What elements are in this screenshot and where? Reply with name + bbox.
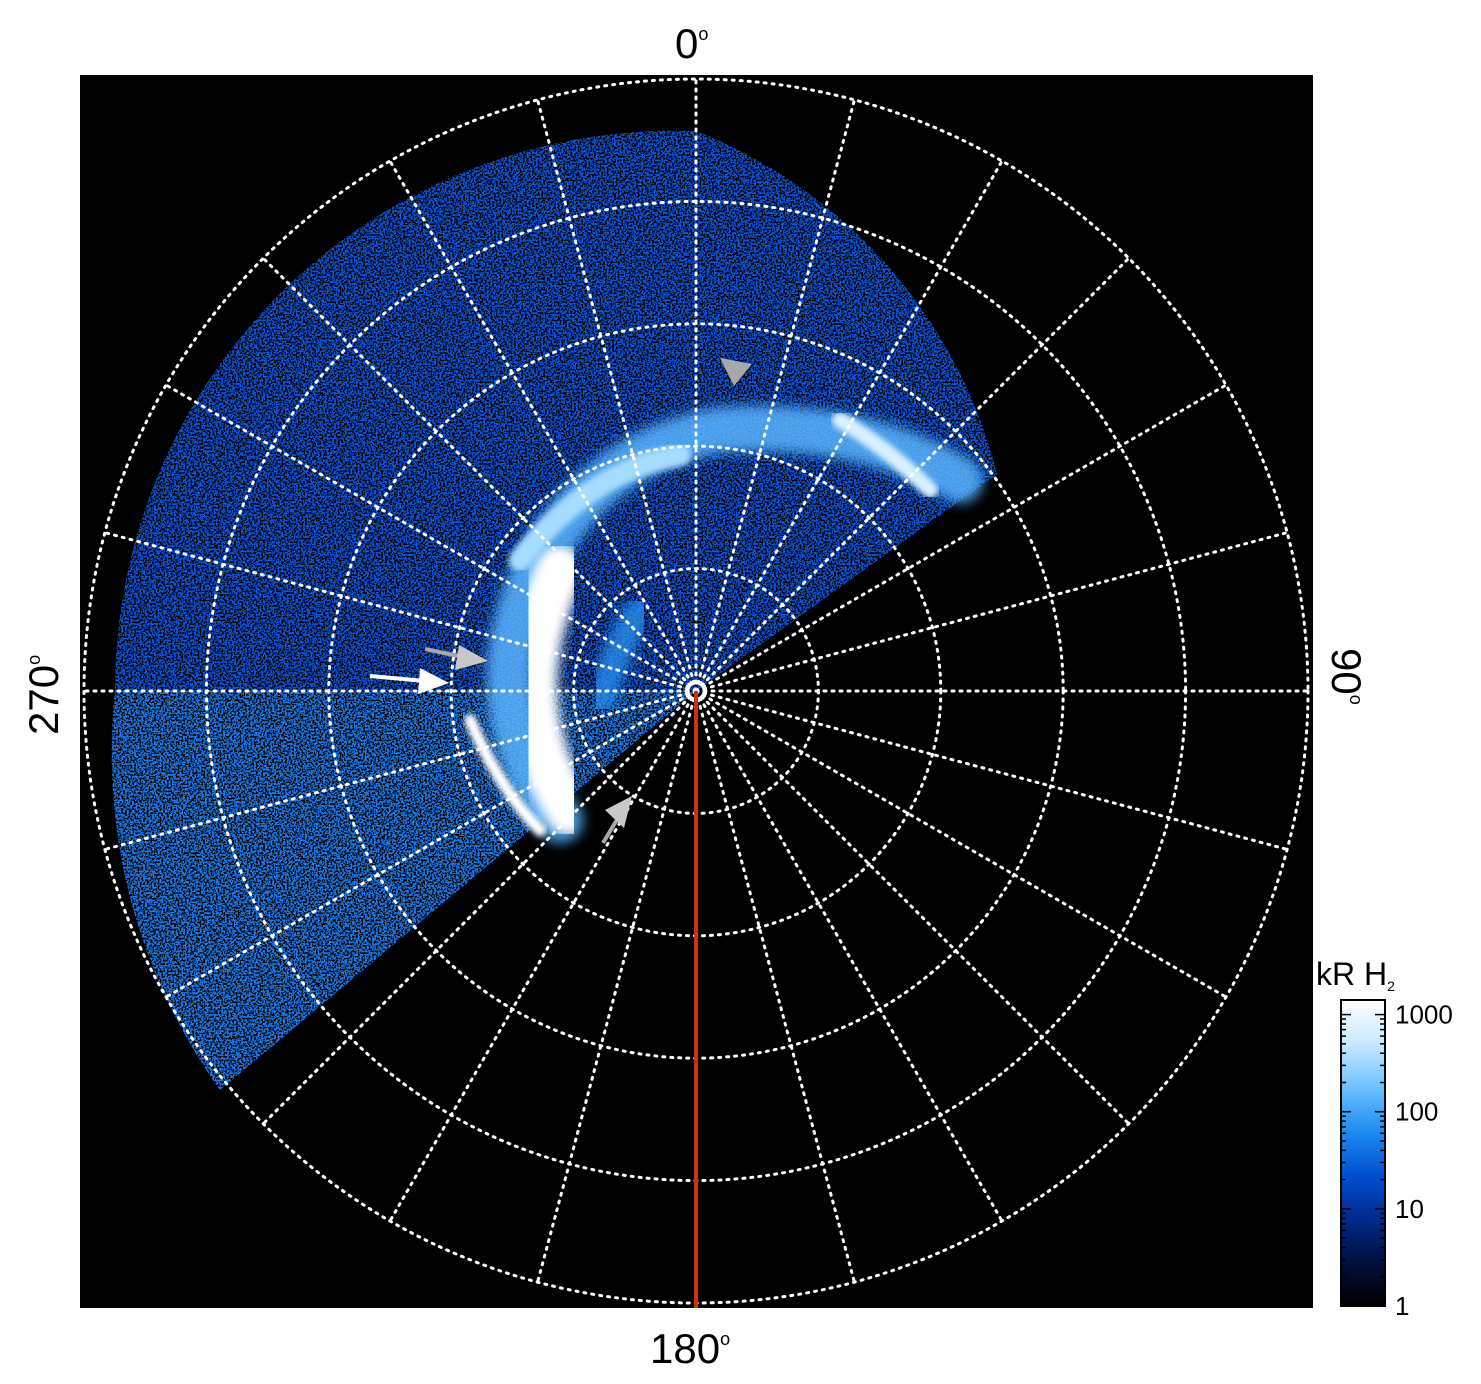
- colorbar-ticks: [1341, 1013, 1385, 1307]
- grid-spoke: [694, 689, 856, 1284]
- grid-spoke: [103, 689, 698, 851]
- colorbar: kR H2 1000 100 10 1: [1316, 956, 1453, 1321]
- grid-spoke: [536, 689, 698, 1284]
- grey-arrow-left: [424, 645, 488, 670]
- grid-spoke: [694, 159, 1004, 693]
- polar-grid: [82, 77, 1310, 1305]
- colorbar-title: kR H2: [1316, 956, 1395, 994]
- grid-spoke: [164, 383, 698, 693]
- grid-spoke: [103, 531, 698, 693]
- grid-spoke: [388, 159, 698, 693]
- grid-spoke: [261, 256, 698, 693]
- grey-arrow-top: [720, 358, 752, 386]
- label-90-deg: 90o: [1323, 648, 1370, 705]
- grid-spoke: [694, 689, 1289, 851]
- colorbar-gradient: [1340, 999, 1386, 1307]
- grid-spoke: [261, 689, 698, 1126]
- grid-spoke: [694, 98, 856, 693]
- label-180-deg: 180o: [650, 1325, 730, 1372]
- grid-spoke: [694, 689, 1228, 999]
- annotation-arrows: [369, 358, 752, 845]
- colorbar-tick-label: 1: [1395, 1291, 1409, 1321]
- grid-spoke: [694, 689, 1131, 1126]
- grid-spoke: [694, 531, 1289, 693]
- grid-spoke: [694, 383, 1228, 693]
- colorbar-tick-label: 1000: [1395, 1000, 1453, 1030]
- grey-arrow-bottom: [601, 796, 632, 845]
- colorbar-tick-label: 10: [1395, 1194, 1424, 1224]
- label-0-deg: 0o: [675, 20, 708, 67]
- white-arrow: [369, 668, 449, 694]
- grid-spoke: [388, 689, 698, 1223]
- grid-spoke: [164, 689, 698, 999]
- label-270-deg: 270o: [20, 655, 67, 735]
- grid-spoke: [694, 689, 1004, 1223]
- degree-labels: 0o 180o 270o 90o: [20, 20, 1370, 1372]
- colorbar-tick-label: 100: [1395, 1097, 1438, 1127]
- grid-spoke: [694, 256, 1131, 693]
- colorbar-tick-labels: 1000 100 10 1: [1395, 1000, 1453, 1321]
- grid-spoke: [536, 98, 698, 693]
